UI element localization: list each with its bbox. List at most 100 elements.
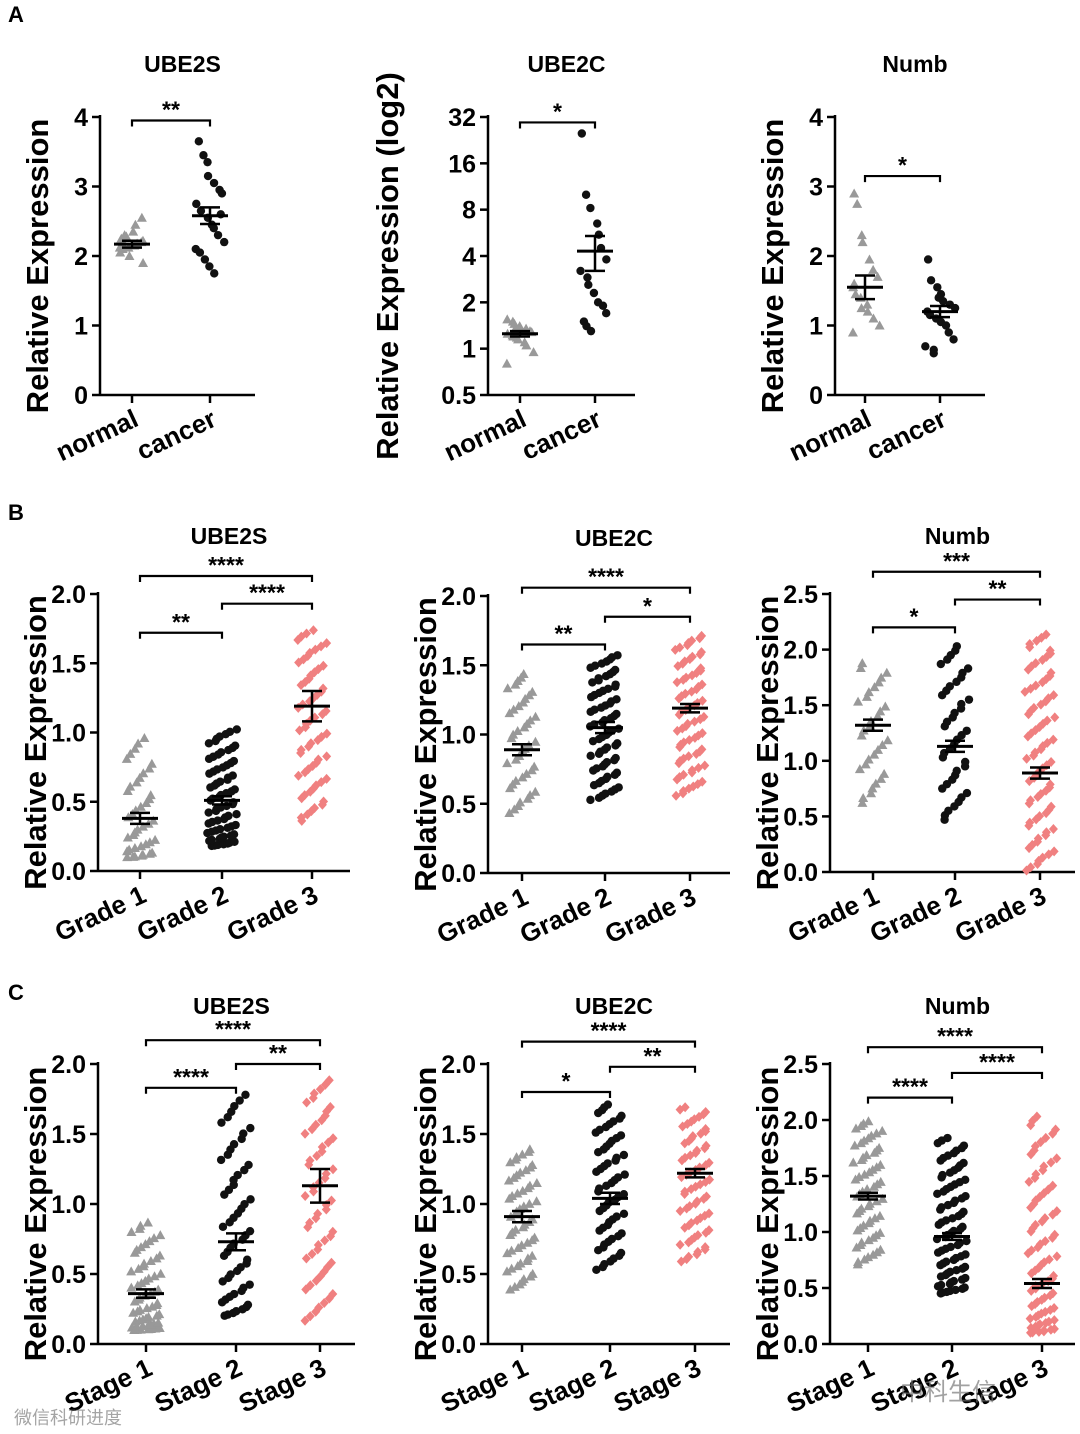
- y-axis-label: Relative Expression: [755, 119, 790, 414]
- data-point: [870, 778, 881, 788]
- y-tick-label: 1: [462, 336, 476, 364]
- data-point: [921, 342, 930, 351]
- data-point: [502, 314, 513, 324]
- data-point: [874, 320, 885, 330]
- data-point: [147, 847, 158, 857]
- data-point: [1048, 1288, 1058, 1299]
- data-point: [864, 1215, 875, 1225]
- data-point: [155, 1268, 166, 1278]
- data-point: [515, 797, 526, 807]
- significance-label: ****: [591, 1018, 627, 1044]
- data-point: [240, 1199, 249, 1209]
- data-point: [849, 1140, 860, 1150]
- data-point: [236, 1263, 245, 1272]
- data-point: [951, 1285, 960, 1295]
- data-point: [306, 738, 316, 749]
- data-point: [305, 1280, 315, 1291]
- data-point: [937, 1203, 946, 1212]
- panel-letter-a: A: [8, 2, 24, 27]
- data-point: [1048, 823, 1058, 834]
- data-point: [128, 226, 139, 236]
- y-tick-label: 3: [809, 174, 823, 202]
- data-point: [1038, 852, 1048, 863]
- x-tick-label: Stage 2: [524, 1352, 621, 1418]
- data-point: [195, 248, 205, 257]
- data-point: [318, 660, 328, 671]
- data-point: [213, 230, 223, 240]
- data-point: [228, 771, 237, 780]
- data-point: [959, 1207, 968, 1217]
- data-point: [314, 1302, 324, 1313]
- significance-bracket: [520, 643, 607, 651]
- data-point: [696, 663, 706, 674]
- data-point: [684, 1251, 694, 1262]
- data-point: [873, 744, 884, 754]
- data-point: [229, 756, 239, 766]
- data-point: [142, 1217, 153, 1227]
- data-point: [675, 642, 685, 653]
- significance-bracket: [518, 121, 597, 129]
- data-point: [199, 151, 208, 160]
- data-point: [688, 1131, 698, 1142]
- data-point: [862, 306, 873, 316]
- data-point: [616, 1131, 626, 1140]
- data-point: [960, 1262, 970, 1272]
- data-point: [319, 796, 329, 807]
- data-point: [313, 1208, 323, 1219]
- y-axis-label: Relative Expression: [408, 1067, 443, 1362]
- data-point: [518, 1201, 529, 1211]
- data-point: [613, 739, 622, 748]
- data-point: [1040, 1236, 1050, 1247]
- data-point: [848, 1157, 859, 1167]
- data-point: [319, 1297, 329, 1308]
- data-point: [135, 1220, 146, 1230]
- data-point: [512, 1188, 523, 1198]
- data-point: [950, 708, 959, 718]
- data-point: [322, 751, 332, 762]
- data-point: [589, 288, 599, 298]
- data-point: [964, 695, 974, 704]
- y-tick-label: 1.5: [783, 692, 818, 720]
- data-point: [528, 347, 539, 357]
- significance-bracket: [871, 570, 1042, 578]
- x-tick-label: Grade 3: [222, 879, 322, 947]
- data-point: [881, 667, 892, 677]
- data-point: [874, 1210, 885, 1220]
- data-point: [154, 1323, 165, 1333]
- y-tick-label: 1.5: [441, 652, 476, 680]
- data-point: [594, 674, 603, 683]
- data-point: [204, 739, 214, 748]
- significance-bracket: [608, 1065, 697, 1073]
- data-point: [244, 1160, 253, 1170]
- data-point: [697, 695, 707, 706]
- data-point: [219, 832, 228, 841]
- data-point: [960, 1175, 970, 1185]
- data-point: [145, 1255, 156, 1265]
- data-point: [207, 835, 216, 845]
- y-tick-label: 2.0: [783, 1107, 818, 1135]
- significance-bracket: [130, 119, 212, 127]
- data-point: [612, 1153, 621, 1163]
- data-point: [705, 1174, 715, 1185]
- data-point: [226, 1270, 235, 1279]
- data-point: [1046, 801, 1056, 812]
- y-tick-label: 1.0: [441, 722, 476, 750]
- y-tick-label: 2.5: [783, 581, 818, 609]
- data-point: [505, 1284, 516, 1294]
- data-point: [675, 1239, 685, 1250]
- significance-label: ****: [215, 1016, 251, 1042]
- data-point: [701, 1140, 711, 1151]
- significance-bracket: [863, 174, 942, 183]
- chart-title: Numb: [882, 51, 947, 77]
- data-point: [311, 1119, 321, 1130]
- data-point: [697, 679, 707, 690]
- data-point: [522, 1237, 533, 1247]
- data-point: [137, 235, 148, 245]
- data-point: [869, 682, 880, 692]
- significance-label: ***: [943, 548, 970, 574]
- data-point: [308, 625, 318, 636]
- significance-label: *: [562, 1068, 571, 1094]
- data-point: [232, 725, 241, 734]
- data-point: [215, 777, 225, 786]
